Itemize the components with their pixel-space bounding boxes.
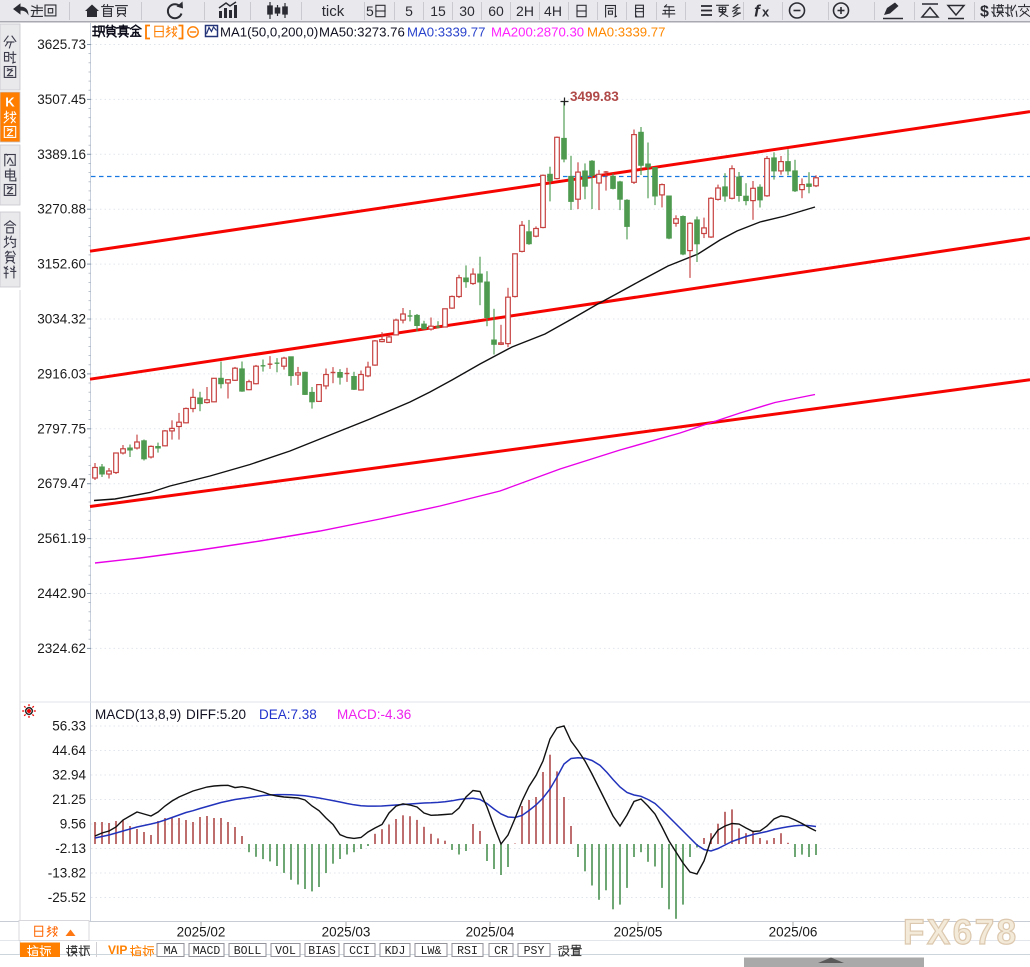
svg-text:MA50:3273.76: MA50:3273.76 [319, 25, 405, 40]
svg-text:FX678: FX678 [903, 913, 1019, 952]
svg-text:MA0:3339.77: MA0:3339.77 [587, 25, 665, 40]
svg-text:PSY: PSY [524, 945, 545, 958]
svg-text:BIAS: BIAS [308, 945, 336, 958]
svg-text:-13.82: -13.82 [48, 866, 86, 881]
svg-text:CR: CR [494, 945, 508, 958]
svg-text:VOL: VOL [275, 945, 296, 958]
svg-text:2025/04: 2025/04 [466, 925, 515, 940]
svg-text:x: x [762, 5, 770, 20]
svg-text:5: 5 [405, 3, 413, 19]
svg-text:MA: MA [164, 945, 178, 958]
svg-text:CCI: CCI [349, 945, 370, 958]
svg-text:KDJ: KDJ [385, 945, 406, 958]
svg-text:RSI: RSI [457, 945, 478, 958]
svg-text:56.33: 56.33 [52, 719, 86, 734]
svg-text:60: 60 [488, 3, 504, 19]
svg-text:3152.60: 3152.60 [37, 257, 86, 272]
svg-text:2916.03: 2916.03 [37, 366, 86, 381]
svg-text:MA0:3339.77: MA0:3339.77 [407, 25, 485, 40]
svg-text:BOLL: BOLL [234, 945, 262, 958]
svg-text:3034.32: 3034.32 [37, 312, 86, 327]
svg-text:21.25: 21.25 [52, 792, 86, 807]
svg-text:32.94: 32.94 [52, 768, 86, 783]
svg-text:LW&: LW& [421, 945, 442, 958]
svg-text:DIFF:5.20: DIFF:5.20 [186, 707, 246, 722]
svg-text:MA1(50,0,200,0): MA1(50,0,200,0) [220, 25, 318, 40]
svg-text:2025/03: 2025/03 [322, 925, 371, 940]
svg-text:DEA:7.38: DEA:7.38 [259, 707, 317, 722]
svg-text:MACD(13,8,9): MACD(13,8,9) [95, 707, 181, 722]
svg-text:2025/02: 2025/02 [177, 925, 226, 940]
svg-text:3389.16: 3389.16 [37, 147, 86, 162]
svg-text:2025/06: 2025/06 [769, 925, 818, 940]
svg-text:4H: 4H [544, 3, 562, 19]
svg-text:VIP: VIP [108, 943, 127, 957]
svg-text:tick: tick [322, 3, 345, 20]
svg-text:44.64: 44.64 [52, 743, 86, 758]
svg-text:2324.62: 2324.62 [37, 641, 86, 656]
svg-text:2797.75: 2797.75 [37, 421, 86, 436]
svg-text:9.56: 9.56 [60, 817, 86, 832]
svg-text:MACD: MACD [193, 945, 221, 958]
svg-text:2H: 2H [516, 3, 534, 19]
svg-text:2442.90: 2442.90 [37, 586, 86, 601]
svg-text:2679.47: 2679.47 [37, 476, 86, 491]
svg-text:3499.83: 3499.83 [570, 89, 619, 104]
svg-text:2025/05: 2025/05 [614, 925, 663, 940]
svg-text:3625.73: 3625.73 [37, 37, 86, 52]
svg-text:3507.45: 3507.45 [37, 92, 86, 107]
svg-text:MACD:-4.36: MACD:-4.36 [337, 707, 411, 722]
svg-text:3270.88: 3270.88 [37, 202, 86, 217]
svg-text:-25.52: -25.52 [48, 890, 86, 905]
svg-text:f: f [754, 2, 762, 21]
svg-text:-2.13: -2.13 [55, 841, 86, 856]
svg-text:K: K [5, 95, 15, 110]
svg-text:$: $ [980, 4, 989, 21]
svg-text:2561.19: 2561.19 [37, 531, 86, 546]
svg-text:30: 30 [459, 3, 475, 19]
svg-text:15: 15 [430, 3, 446, 19]
svg-text:MA200:2870.30: MA200:2870.30 [491, 25, 584, 40]
svg-text:5: 5 [366, 3, 374, 19]
